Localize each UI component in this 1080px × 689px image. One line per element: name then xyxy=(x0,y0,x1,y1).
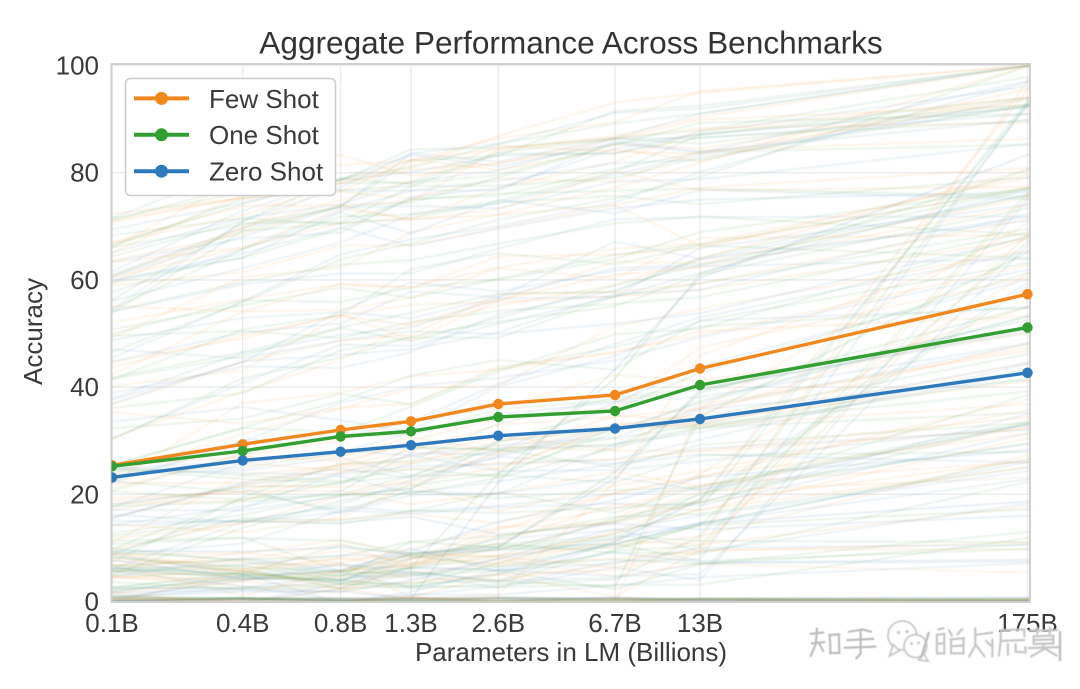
svg-text:13B: 13B xyxy=(677,608,723,638)
svg-text:One Shot: One Shot xyxy=(209,120,320,150)
svg-text:0.8B: 0.8B xyxy=(314,608,368,638)
svg-text:Aggregate Performance Across B: Aggregate Performance Across Benchmarks xyxy=(259,25,882,61)
svg-text:0: 0 xyxy=(85,587,99,617)
svg-text:80: 80 xyxy=(70,158,99,188)
svg-text:100: 100 xyxy=(56,51,99,81)
svg-text:60: 60 xyxy=(70,265,99,295)
svg-text:40: 40 xyxy=(70,372,99,402)
svg-text:Few Shot: Few Shot xyxy=(209,84,320,114)
svg-text:2.6B: 2.6B xyxy=(472,608,526,638)
svg-text:Parameters in LM (Billions): Parameters in LM (Billions) xyxy=(415,637,727,667)
svg-text:0.4B: 0.4B xyxy=(216,608,270,638)
svg-text:6.7B: 6.7B xyxy=(588,608,642,638)
svg-text:1.3B: 1.3B xyxy=(384,608,438,638)
svg-text:Accuracy: Accuracy xyxy=(18,278,48,385)
svg-text:20: 20 xyxy=(70,479,99,509)
svg-text:0.1B: 0.1B xyxy=(85,608,139,638)
svg-text:Zero Shot: Zero Shot xyxy=(209,157,324,187)
